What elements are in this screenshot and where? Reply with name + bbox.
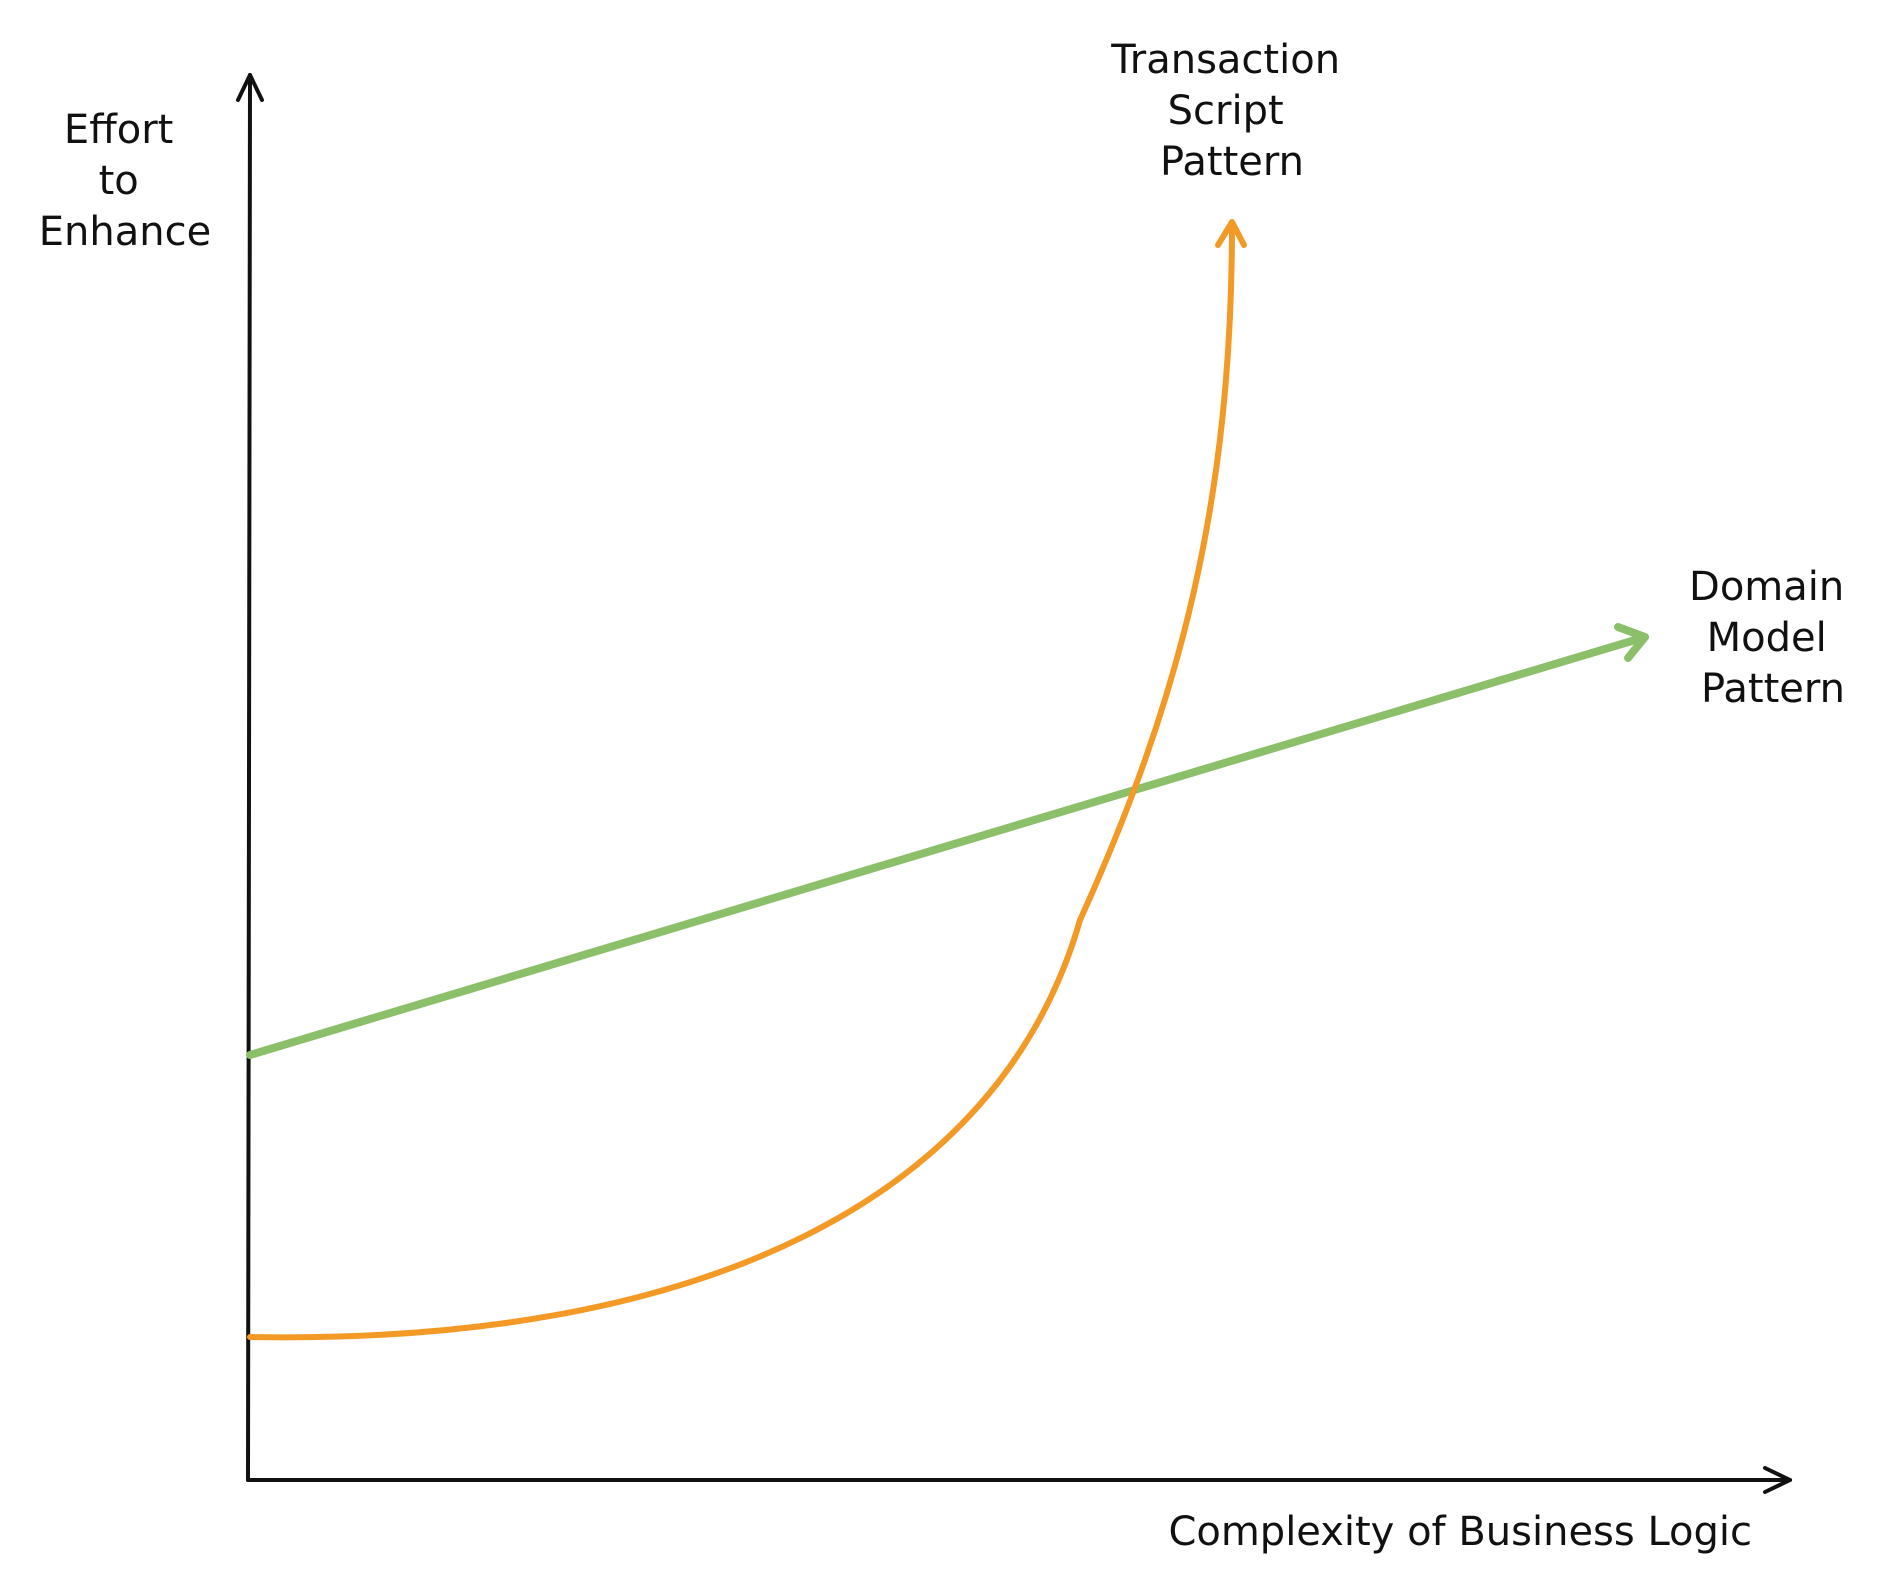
domain-model-label-line-1: Domain (1689, 564, 1844, 610)
y-axis-label: Effort to Enhance (39, 107, 211, 255)
transaction-script-curve (247, 222, 1235, 1341)
transaction-script-label-line-3: Pattern (1160, 139, 1304, 185)
domain-model-series (246, 623, 1649, 1059)
x-axis-arrowhead (1763, 1466, 1792, 1494)
transaction-script-arrowhead (1215, 219, 1247, 248)
domain-model-label-line-2: Model (1707, 615, 1827, 661)
transaction-script-series (247, 219, 1247, 1341)
y-axis-arrowhead (236, 73, 264, 102)
domain-model-line (246, 633, 1649, 1059)
transaction-script-label-line-2: Script (1168, 88, 1284, 134)
x-axis-label: Complexity of Business Logic (1168, 1509, 1752, 1555)
domain-model-arrowhead (1614, 623, 1649, 662)
transaction-script-label: Transaction Script Pattern (1110, 37, 1353, 185)
y-axis-label-line-3: Enhance (39, 209, 211, 255)
transaction-script-label-line-1: Transaction (1110, 37, 1340, 83)
domain-model-label: Domain Model Pattern (1689, 564, 1857, 712)
y-axis-label-line-2: to (99, 158, 139, 204)
y-axis-label-line-1: Effort (64, 107, 173, 153)
axes (236, 73, 1792, 1494)
domain-model-label-line-3: Pattern (1701, 666, 1845, 712)
y-axis-line (246, 73, 252, 1482)
